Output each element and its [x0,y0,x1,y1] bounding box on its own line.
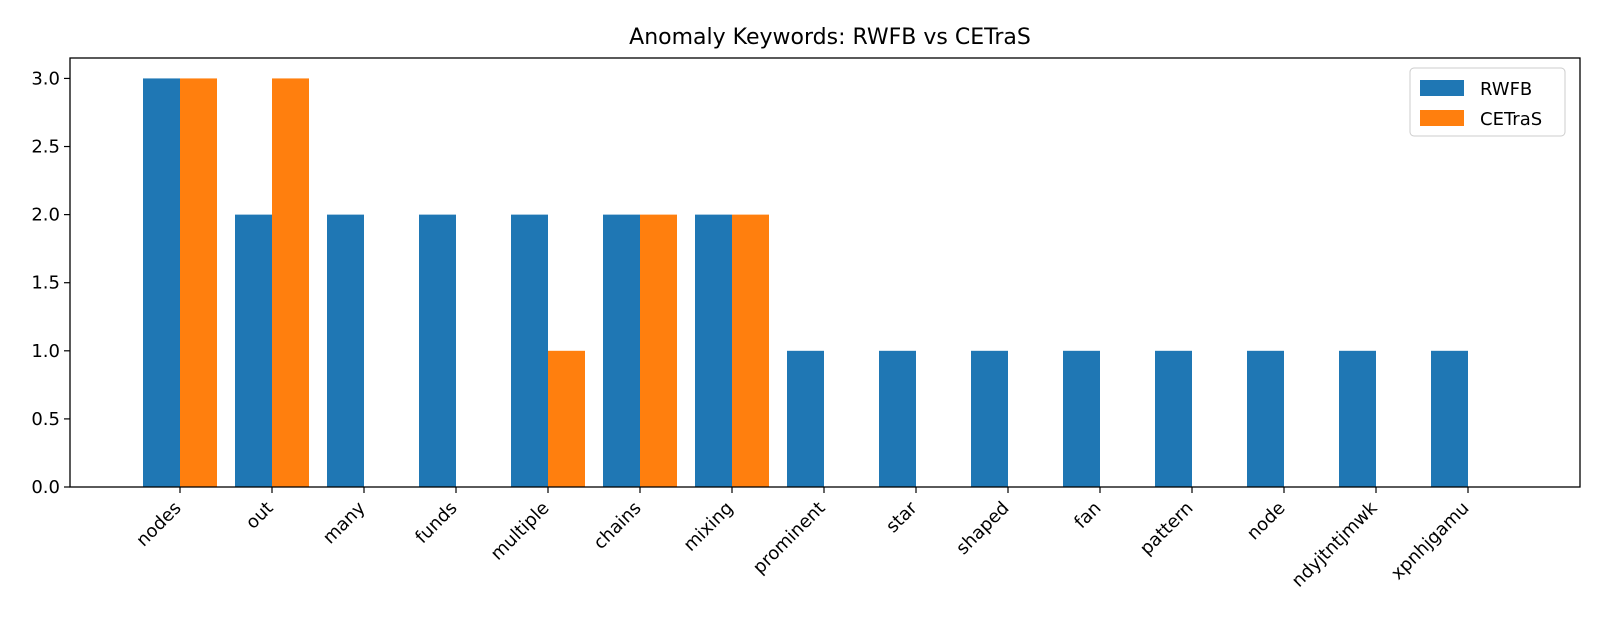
y-tick-label: 0.0 [31,477,60,498]
x-tick-label: pattern [1136,498,1198,560]
bar-rwfb-many [327,214,364,487]
x-tick-label: shaped [952,498,1013,559]
bar-rwfb-out [235,214,272,487]
x-tick-label: many [319,497,370,548]
x-tick-label: out [242,498,278,534]
x-axis: nodes out many funds multiple chains mixing pro… [132,487,1474,592]
bar-cetras-multiple [548,350,585,487]
plot-frame [69,57,1581,488]
y-tick-label: 1.5 [31,273,60,294]
y-tick-label: 1.0 [31,341,60,362]
bar-rwfb-node [1247,350,1284,487]
chart-title: Anomaly Keywords: RWFB vs CETraS [629,25,1031,50]
x-tick-label: mixing [680,498,738,556]
bar-rwfb-prominent [787,350,824,487]
x-tick-label: fan [1070,498,1105,533]
x-tick-label: prominent [749,498,830,579]
x-tick-label: star [882,497,922,537]
legend: RWFB CETraS [1409,67,1566,137]
legend-label-cetras: CETraS [1480,109,1542,130]
x-tick-label: multiple [487,498,554,565]
bar-cetras-out [272,78,309,487]
y-tick-label: 2.0 [31,205,60,226]
bar-cetras-nodes [180,78,217,487]
bar-rwfb-xpnhjgamu [1431,350,1468,487]
bar-rwfb-multiple [511,214,548,487]
x-tick-label: ndyjtntjmwk [1288,497,1382,591]
bar-rwfb-ndyjtntjmwk [1339,350,1376,487]
y-tick-label: 2.5 [31,137,60,158]
x-tick-label: nodes [132,498,185,551]
legend-swatch-rwfb [1420,80,1464,96]
y-axis: 0.0 0.5 1.0 1.5 2.0 2.5 3.0 [31,68,70,498]
x-tick-label: funds [411,498,461,548]
bar-rwfb-pattern [1155,350,1192,487]
bar-rwfb-fan [1063,350,1100,487]
bar-cetras-chains [640,214,677,487]
x-tick-label: chains [590,498,646,554]
bar-rwfb-chains [603,214,640,487]
bar-rwfb-funds [419,214,456,487]
x-tick-label: node [1243,498,1290,545]
x-tick-label: xpnhjgamu [1387,498,1473,584]
bar-cetras-mixing [732,214,769,487]
bar-rwfb-star [879,350,916,487]
bars-group [143,78,1468,487]
y-tick-label: 3.0 [31,68,60,89]
bar-rwfb-shaped [971,350,1008,487]
legend-label-rwfb: RWFB [1480,79,1532,100]
y-tick-label: 0.5 [31,409,60,430]
bar-rwfb-mixing [695,214,732,487]
legend-swatch-cetras [1420,110,1464,126]
bar-rwfb-nodes [143,78,180,487]
